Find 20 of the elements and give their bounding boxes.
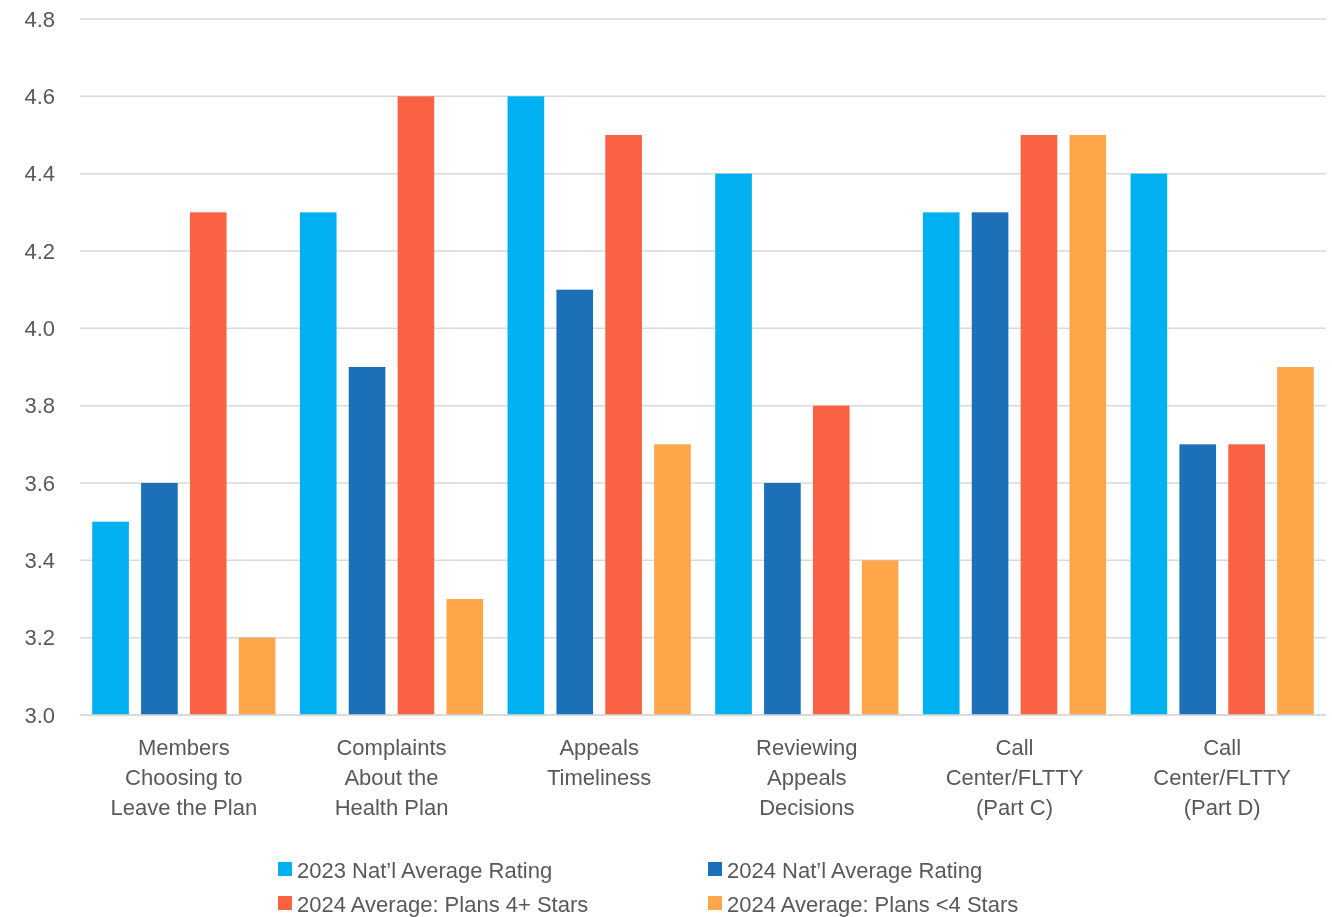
legend-label: 2024 Average: Plans 4+ Stars bbox=[297, 891, 589, 917]
y-tick-label: 4.0 bbox=[24, 316, 55, 342]
x-tick-label: Call Center/FLTTY (Part D) bbox=[1153, 735, 1292, 820]
y-tick-label: 3.0 bbox=[24, 702, 55, 728]
x-tick-label: Call Center/FLTTY (Part C) bbox=[945, 735, 1084, 820]
legend-label: 2024 Average: Plans <4 Stars bbox=[727, 891, 1019, 917]
y-tick-label: 4.2 bbox=[24, 238, 55, 264]
x-tick-label: Appeals Timeliness bbox=[547, 735, 652, 790]
y-tick-label: 3.8 bbox=[24, 393, 55, 419]
x-tick-label: Members Choosing to Leave the Plan bbox=[110, 735, 258, 820]
y-tick-label: 4.6 bbox=[24, 84, 55, 110]
legend-label: 2024 Nat’l Average Rating bbox=[727, 857, 983, 883]
x-tick-label: Complaints About the Health Plan bbox=[334, 735, 449, 820]
y-tick-label: 3.6 bbox=[24, 470, 55, 496]
x-tick-label: Reviewing Appeals Decisions bbox=[756, 735, 858, 820]
y-tick-label: 4.4 bbox=[24, 161, 55, 187]
y-tick-label: 3.4 bbox=[24, 548, 55, 574]
y-tick-label: 4.8 bbox=[24, 6, 55, 32]
legend-label: 2023 Nat’l Average Rating bbox=[297, 857, 553, 883]
y-tick-label: 3.2 bbox=[24, 625, 55, 651]
